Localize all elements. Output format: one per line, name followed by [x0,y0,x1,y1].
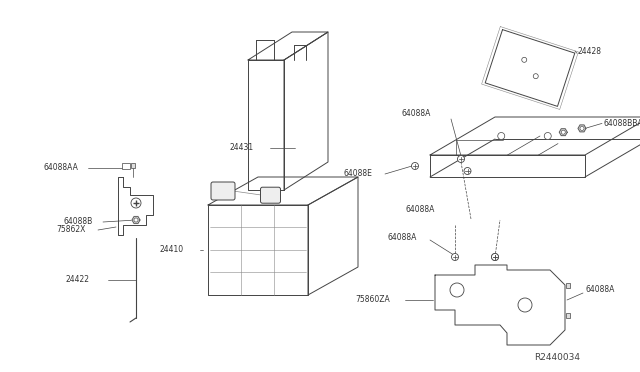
Circle shape [498,132,505,140]
Text: 24410: 24410 [160,246,184,254]
Text: 75862X: 75862X [56,225,85,234]
Bar [122,163,130,169]
Circle shape [544,132,551,140]
Circle shape [458,155,465,163]
Circle shape [518,298,532,312]
Circle shape [412,163,419,170]
Text: R2440034: R2440034 [534,353,580,362]
Bar [566,282,570,288]
Bar [131,163,135,167]
Text: 64088BBA: 64088BBA [604,119,640,128]
Circle shape [492,253,499,260]
FancyBboxPatch shape [260,187,280,203]
Text: 64088A: 64088A [585,285,614,295]
Circle shape [131,198,141,208]
Polygon shape [578,125,586,132]
Circle shape [134,218,138,222]
Bar [566,312,570,317]
Text: 75860ZA: 75860ZA [355,295,390,305]
Text: 64088A: 64088A [405,205,435,215]
FancyBboxPatch shape [211,182,235,200]
Circle shape [464,167,471,174]
Text: 24428: 24428 [577,46,601,55]
Circle shape [522,57,527,62]
Circle shape [561,130,565,134]
Circle shape [451,253,458,260]
Text: 64088B: 64088B [63,218,92,227]
Circle shape [533,74,538,79]
Text: 64088AA: 64088AA [43,164,78,173]
Polygon shape [132,217,140,224]
Text: 64088A: 64088A [387,232,417,241]
Circle shape [450,283,464,297]
Circle shape [492,253,499,260]
Text: 64088A: 64088A [401,109,430,119]
Circle shape [580,126,584,131]
Text: 64088E: 64088E [343,170,372,179]
Text: 24431: 24431 [230,144,254,153]
Text: 24422: 24422 [66,276,90,285]
Polygon shape [559,129,567,136]
